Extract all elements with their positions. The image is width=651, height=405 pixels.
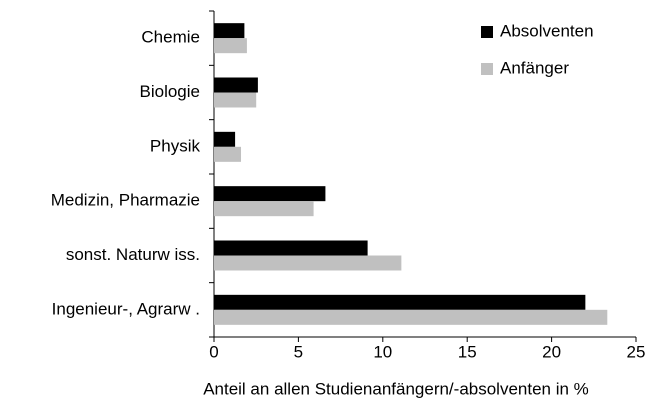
y-tick-label: Chemie <box>141 28 200 47</box>
x-tick-label: 0 <box>209 342 218 361</box>
bar <box>214 186 326 202</box>
bar <box>214 201 314 217</box>
bar <box>214 240 368 256</box>
legend-label: Absolventen <box>500 21 594 40</box>
x-tick-label: 20 <box>542 342 561 361</box>
bar <box>214 131 236 147</box>
legend-label: Anfänger <box>500 58 569 77</box>
bar <box>214 309 608 325</box>
y-tick-label: sonst. Naturw iss. <box>66 245 200 264</box>
legend-swatch <box>481 26 493 38</box>
bar <box>214 146 242 162</box>
legend-swatch <box>481 63 493 75</box>
y-tick-label: Biologie <box>140 82 201 101</box>
y-tick-label: Medizin, Pharmazie <box>51 191 200 210</box>
x-tick-label: 5 <box>294 342 303 361</box>
x-axis-label: Anteil an allen Studienanfängern/-absolv… <box>203 379 589 398</box>
bar <box>214 92 257 108</box>
bar <box>214 77 258 93</box>
bar <box>214 255 402 271</box>
x-tick-label: 25 <box>627 342 646 361</box>
y-tick-label: Physik <box>150 136 201 155</box>
x-tick-label: 15 <box>458 342 477 361</box>
x-tick-label: 10 <box>373 342 392 361</box>
bar <box>214 23 245 39</box>
y-tick-label: Ingenieur-, Agrarw . <box>52 299 200 318</box>
bar <box>214 294 586 310</box>
bar <box>214 38 247 54</box>
